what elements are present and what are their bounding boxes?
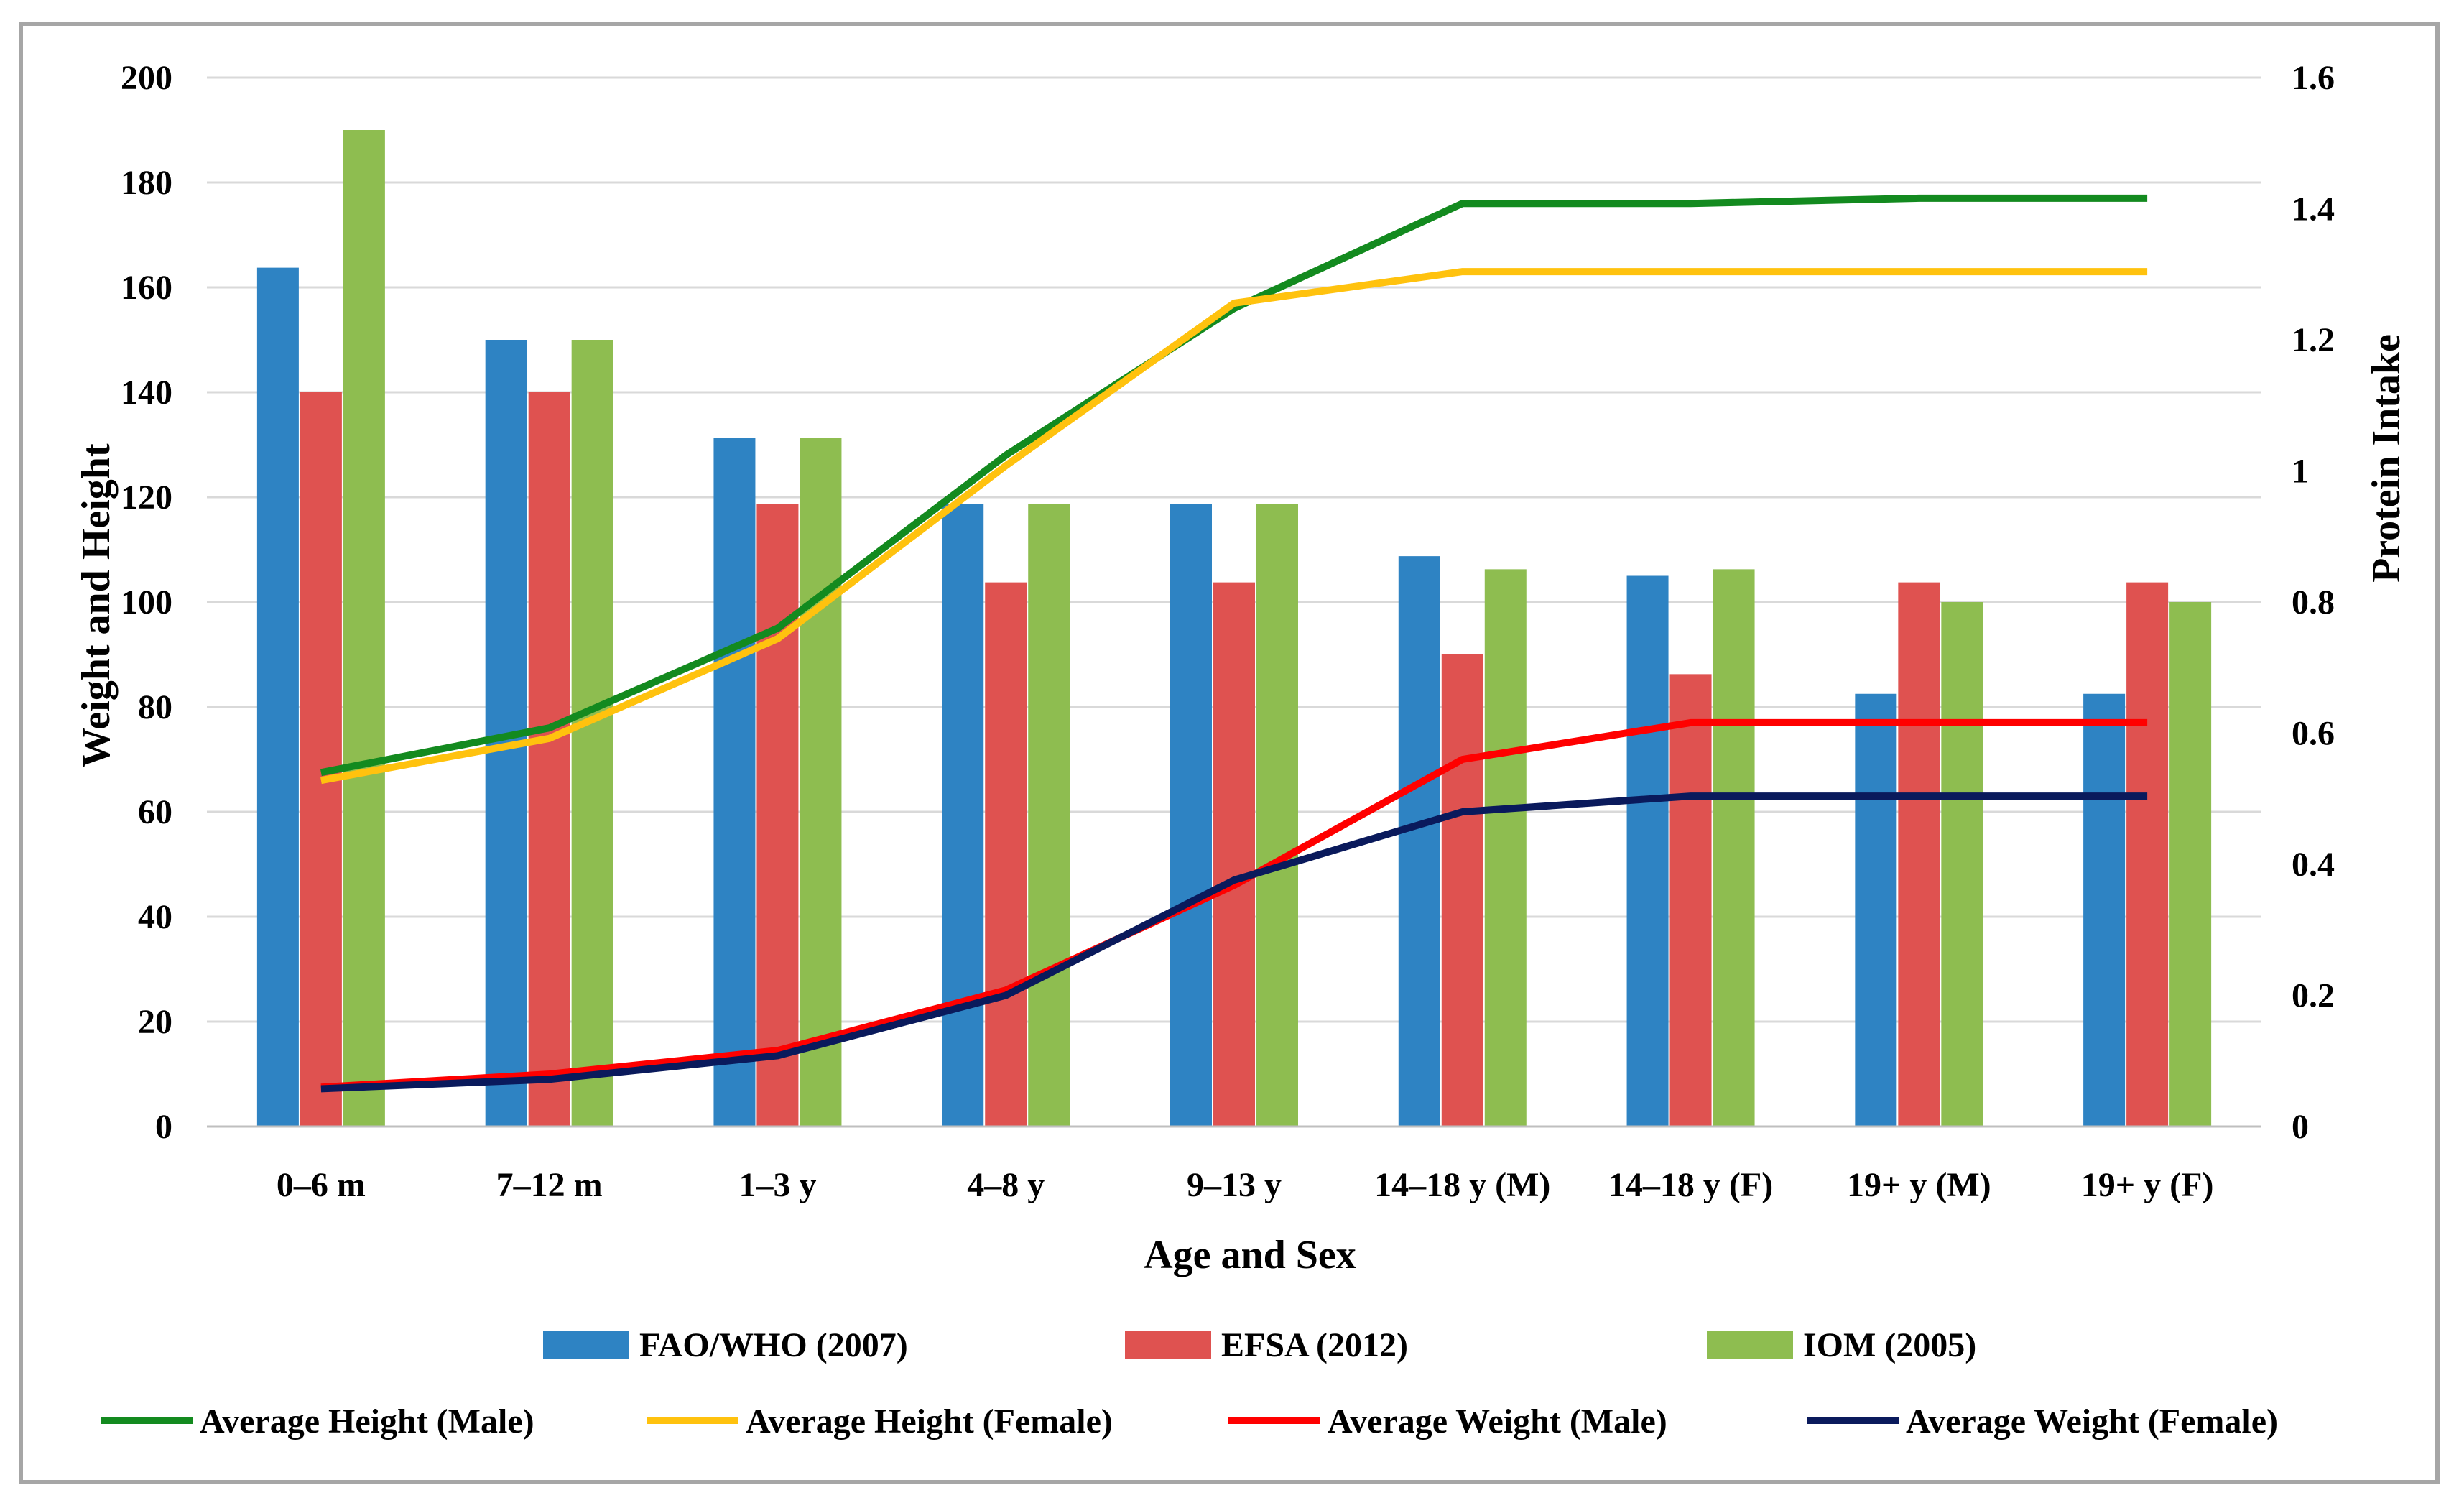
series-line [320,792,2148,1093]
y2-tick-label: 0.6 [2292,715,2335,753]
bar [1441,654,1483,1127]
bar [343,130,385,1127]
y-tick-label: 20 [138,1003,172,1041]
y-axis-title: Weight and Height [74,443,119,768]
legend-label: Average Weight (Female) [1906,1402,2278,1440]
bar [1669,674,1712,1127]
bar [713,438,756,1127]
y2-tick-label: 1.6 [2292,59,2335,97]
y-tick-label: 140 [121,374,172,412]
bar [1028,504,1070,1127]
x-tick-label: 9–13 y [1187,1166,1282,1204]
y-tick-label: 180 [121,164,172,202]
x-tick-label: 14–18 y (F) [1608,1166,1773,1204]
legend-label: Average Height (Female) [746,1402,1113,1440]
bar [1855,693,1897,1127]
y2-tick-label: 0 [2292,1108,2309,1146]
y2-axis-title: Protein Intake [2364,334,2409,583]
legend-label: IOM (2005) [1803,1326,1976,1364]
bar [1898,582,1940,1127]
y-tick-label: 100 [121,583,172,621]
legend-label: Average Weight (Male) [1328,1402,1667,1440]
y-tick-label: 120 [121,478,172,517]
legend-swatch [1707,1331,1793,1359]
y2-tick-label: 1.4 [2292,190,2335,228]
legend-label: FAO/WHO (2007) [639,1326,908,1364]
x-tick-label: 1–3 y [738,1166,816,1204]
x-tick-label: 4–8 y [967,1166,1045,1204]
bar [1213,582,1255,1127]
y2-tick-label: 0.4 [2292,846,2335,884]
x-tick-label: 19+ y (M) [1847,1166,1991,1204]
bar [528,392,570,1127]
y-tick-label: 60 [138,793,172,831]
legend-swatch [1125,1331,1211,1359]
bar [2083,693,2126,1127]
axes: 0 20 40 60 80 100 120 140 160 180 200 0 0.2 0.4 0.6 0.8… [121,59,2335,1204]
x-tick-label: 19+ y (F) [2081,1166,2214,1204]
y-tick-label: 80 [138,688,172,726]
bar [256,267,299,1127]
bar [571,340,613,1127]
series-line [320,194,2148,777]
y-tick-label: 0 [155,1108,172,1146]
y-tick-label: 160 [121,269,172,307]
bar [2126,582,2169,1127]
bar [985,582,1027,1127]
y-tick-label: 40 [138,898,172,936]
x-tick-label: 0–6 m [277,1166,366,1204]
bar [942,504,984,1127]
bar [1626,575,1669,1127]
y2-tick-label: 0.8 [2292,583,2335,621]
series-line [320,268,2148,785]
bar [800,438,842,1127]
x-tick-label: 14–18 y (M) [1374,1166,1550,1204]
y2-tick-label: 1.2 [2292,321,2335,359]
bars [256,130,2212,1127]
bar [756,504,799,1127]
bar [1941,602,1983,1127]
legend-label: Average Height (Male) [200,1402,534,1440]
bar [1170,504,1212,1127]
bar [1713,569,1755,1127]
bar [1398,556,1440,1127]
legend: FAO/WHO (2007) EFSA (2012) IOM (2005) Avera… [101,1326,2278,1440]
x-axis-title: Age and Sex [1144,1233,1356,1277]
legend-label: EFSA (2012) [1221,1326,1408,1364]
y-tick-label: 200 [121,59,172,97]
x-tick-label: 7–12 m [496,1166,603,1204]
series-line [320,718,2148,1091]
bar [300,392,342,1127]
bar [2169,602,2212,1127]
legend-swatch [543,1331,629,1359]
y2-tick-label: 1 [2292,453,2309,491]
lines [320,194,2148,1093]
bar [1484,569,1527,1127]
y2-tick-label: 0.2 [2292,977,2335,1015]
bar [1256,504,1298,1127]
